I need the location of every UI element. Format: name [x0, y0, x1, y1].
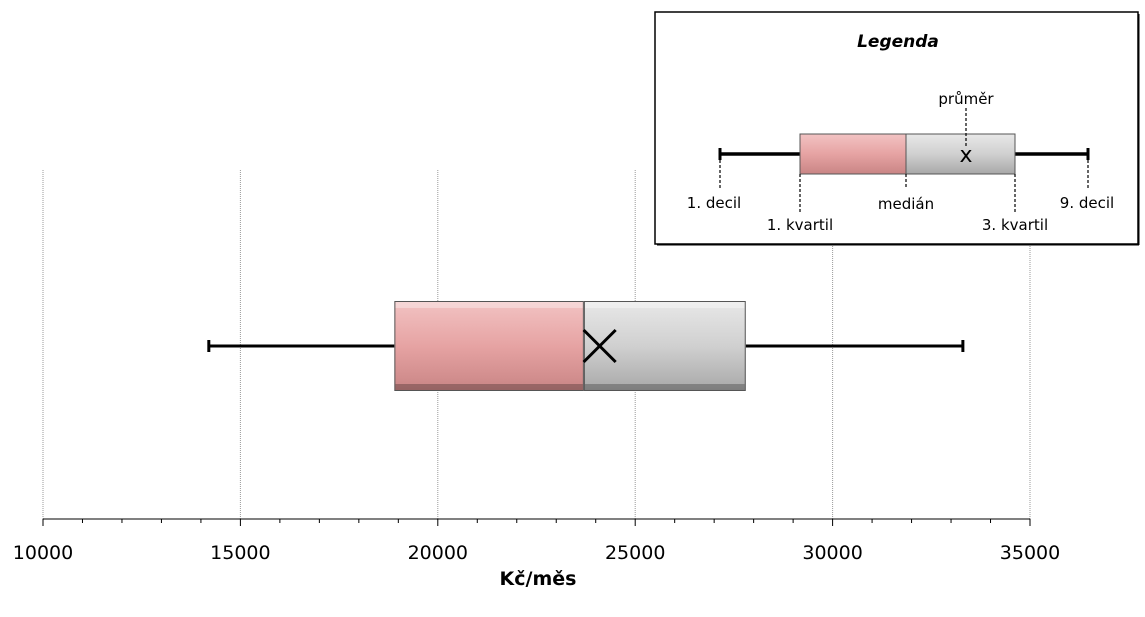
tick-label-30000: 30000	[802, 542, 862, 564]
box-plot	[207, 301, 965, 391]
mean-marker-stroke-2	[582, 328, 617, 364]
box-q1-to-median-shade	[395, 384, 583, 390]
tick-label-15000: 15000	[210, 542, 270, 564]
tick-label-20000: 20000	[408, 542, 468, 564]
legend-label-quartile_1: 1. kvartil	[767, 216, 833, 234]
legend-label-median: medián	[878, 195, 934, 213]
tick-label-10000: 10000	[13, 542, 73, 564]
box-median-to-q3-shade	[584, 384, 745, 390]
box-q1-to-median	[394, 301, 584, 391]
x-axis-label: Kč/měs	[500, 568, 577, 590]
box-median-to-q3-edge	[583, 301, 746, 391]
legend-label-decile_1: 1. decil	[687, 194, 741, 212]
box-median-to-q3-fill	[583, 301, 746, 391]
legend-frame	[654, 11, 1139, 245]
box-q1-to-median-edge	[394, 301, 584, 391]
box-median-to-q3	[583, 301, 746, 391]
legend-label-decile_9: 9. decil	[1060, 194, 1114, 212]
legend-box-upper	[905, 133, 1016, 175]
legend-label-mean: průměr	[938, 90, 994, 108]
legend-box-lower	[799, 133, 907, 175]
tick-label-25000: 25000	[605, 542, 665, 564]
legend-title: Legenda	[857, 32, 939, 52]
legend: Legenda x průměr 1. decil 1. kvartil medián 3…	[654, 11, 1140, 246]
box-q1-to-median-fill	[394, 301, 584, 391]
legend-mean-marker: x	[959, 143, 972, 168]
legend-example-box: x průměr 1. decil 1. kvartil medián 3. kvarti…	[687, 90, 1114, 234]
box-q1-to-median-highlight	[395, 302, 583, 308]
legend-label-quartile_3: 3. kvartil	[982, 216, 1048, 234]
tick-label-35000: 35000	[1000, 542, 1060, 564]
x-axis: 10000 15000 20000 25000 30000 35000	[13, 518, 1060, 564]
box-median-to-q3-highlight	[584, 302, 745, 308]
